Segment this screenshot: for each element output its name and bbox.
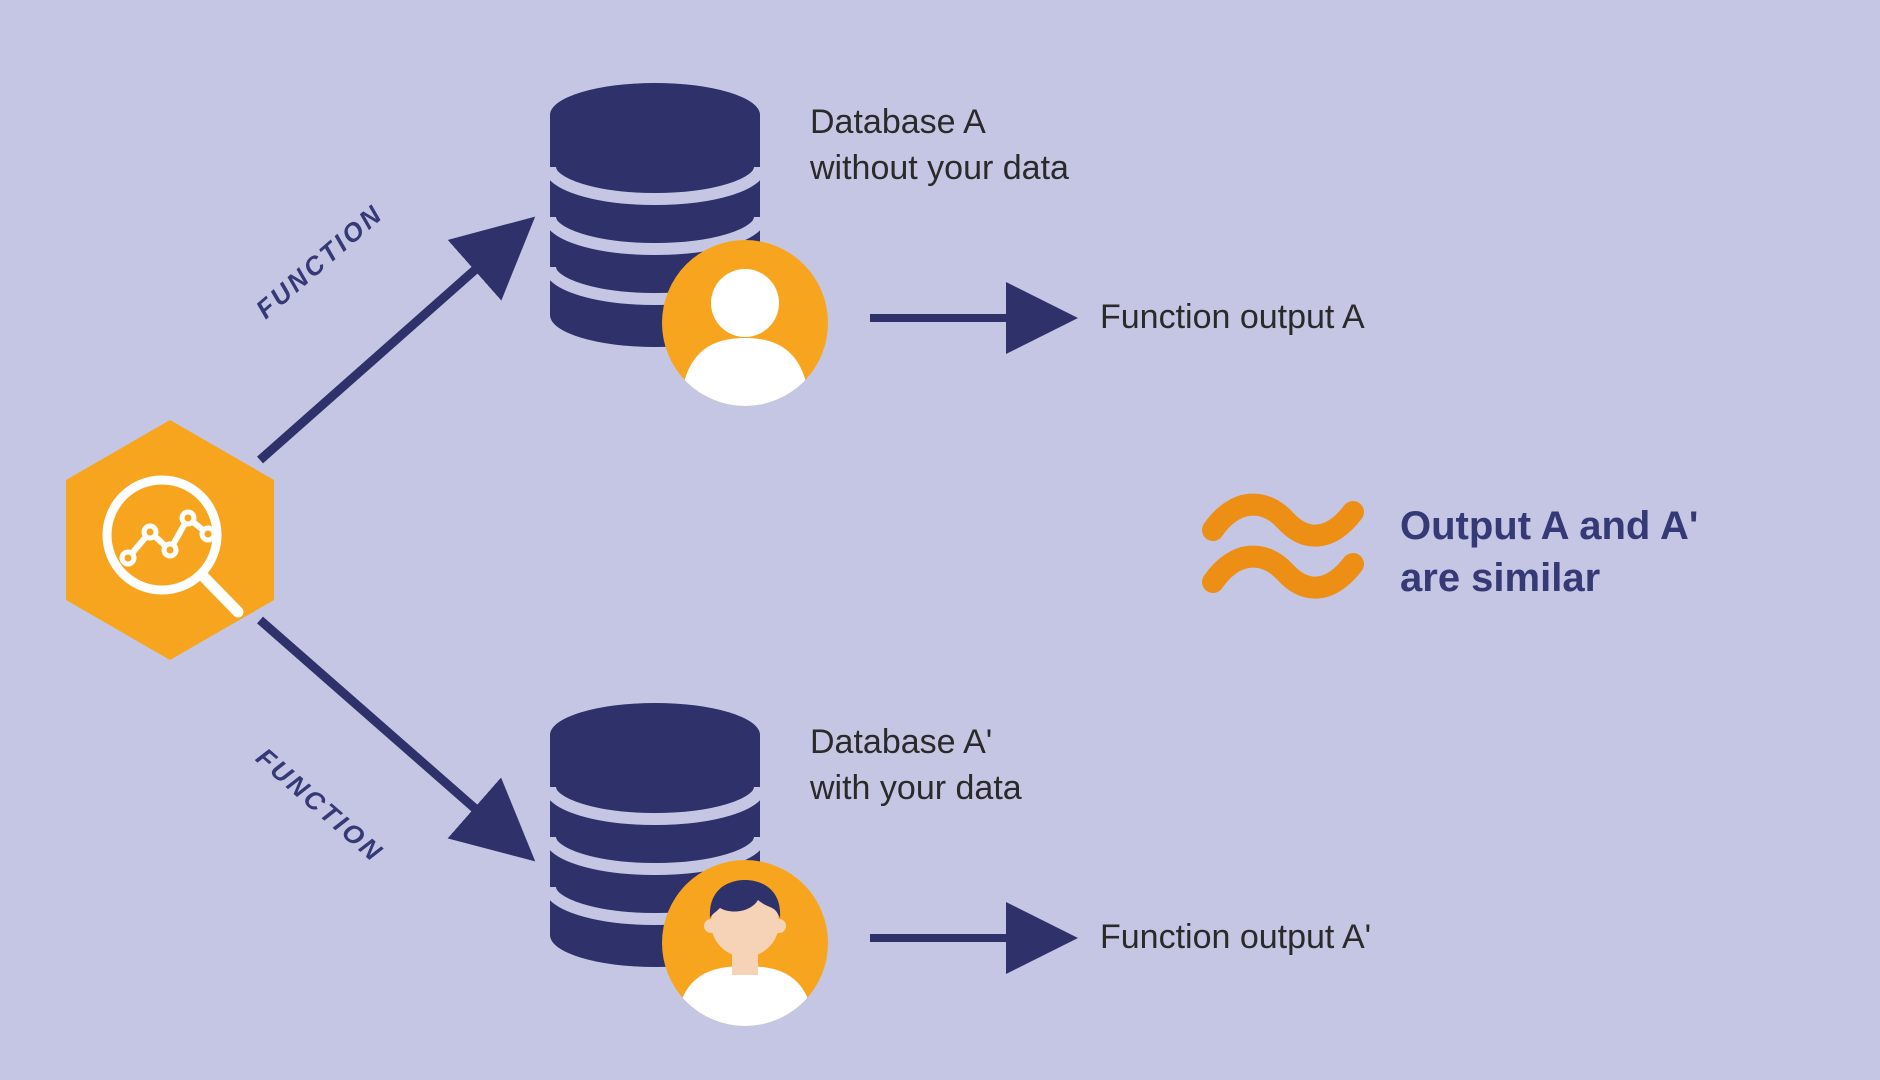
- arrow-output-ap: [0, 0, 1200, 1080]
- diagram-stage: FUNCTION FUNCTION Database A without you…: [0, 0, 1880, 1080]
- approx-equal-icon: [1205, 490, 1365, 610]
- output-ap-label: Function output A': [1100, 915, 1371, 961]
- similar-label: Output A and A' are similar: [1400, 500, 1698, 604]
